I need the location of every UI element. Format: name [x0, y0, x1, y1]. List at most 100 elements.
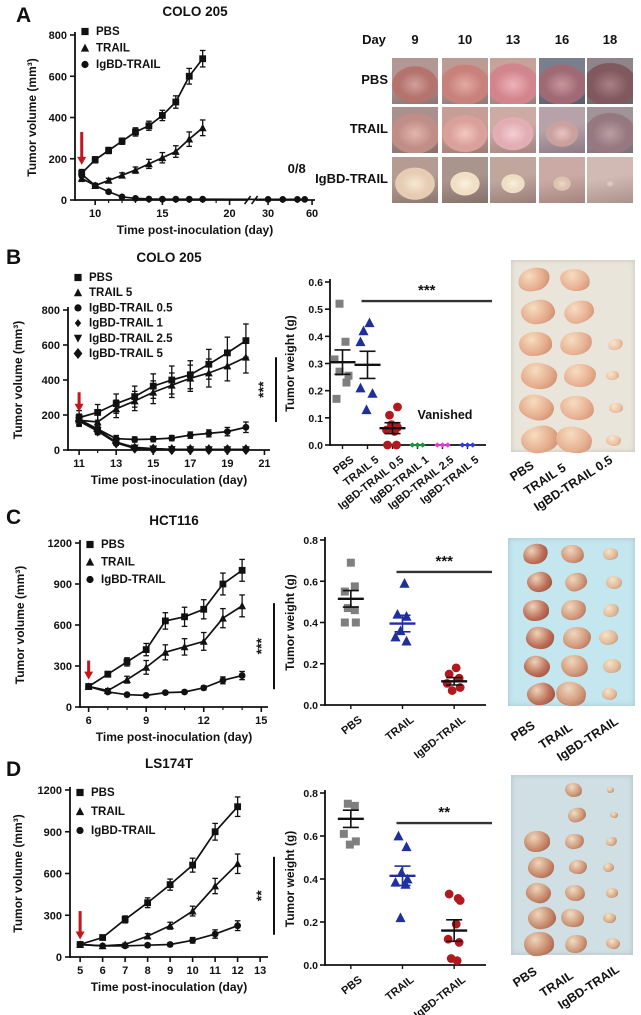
excised-tumor — [604, 433, 622, 447]
svg-text:13: 13 — [110, 458, 122, 470]
svg-text:0: 0 — [54, 445, 60, 457]
photo-background — [511, 775, 633, 957]
excised-tumor — [564, 883, 586, 902]
svg-text:TRAIL: TRAIL — [383, 974, 416, 1004]
photo-column-label: PBS — [508, 718, 538, 744]
svg-text:0: 0 — [61, 195, 67, 207]
svg-text:COLO 205: COLO 205 — [136, 250, 202, 265]
excised-tumor — [526, 904, 558, 932]
tumor-photo-cell — [539, 107, 585, 153]
svg-text:Tumor volume (mm³): Tumor volume (mm³) — [11, 321, 25, 439]
svg-text:**: ** — [253, 890, 269, 901]
excised-tumor — [558, 394, 596, 422]
excised-tumor — [522, 599, 550, 621]
tumor-photo-cell — [392, 157, 438, 203]
excised-tumor — [563, 364, 597, 388]
svg-text:800: 800 — [49, 30, 67, 42]
svg-text:17: 17 — [184, 458, 196, 470]
excised-tumor — [608, 402, 624, 414]
svg-text:0.1: 0.1 — [308, 413, 323, 425]
svg-text:0.8: 0.8 — [303, 788, 318, 800]
svg-text:400: 400 — [42, 375, 60, 387]
svg-text:900: 900 — [44, 827, 62, 839]
excised-tumor — [563, 832, 585, 851]
photo-column-label: PBS — [510, 964, 540, 990]
svg-text:TRAIL: TRAIL — [101, 557, 135, 569]
svg-text:7: 7 — [122, 965, 128, 977]
svg-text:IgBD-TRAIL: IgBD-TRAIL — [91, 825, 156, 837]
excised-tumor — [562, 626, 592, 650]
excised-tumor — [597, 629, 619, 647]
svg-text:Tumor volume (mm³): Tumor volume (mm³) — [25, 58, 39, 176]
panel-d-tumor-volume-chart: 0 300 600 900 1200 5 6 7 8 9 10 11 12 13 LS174T Tumor v… — [11, 756, 275, 994]
tumor-photo-cell — [490, 157, 536, 203]
excised-tumor — [521, 652, 553, 680]
tumor-photo-cell — [442, 107, 488, 153]
excised-tumor — [606, 336, 624, 352]
excised-tumor — [520, 541, 550, 567]
panel-b-tumor-volume-chart: 0 200 400 600 800 11 13 15 17 19 21 COLO 205 Tumor v… — [11, 250, 277, 487]
svg-text:800: 800 — [42, 305, 60, 317]
excised-tumor — [600, 687, 618, 701]
svg-text:0.0: 0.0 — [303, 700, 318, 712]
panel-c-tumor-weight-plot: 0.0 0.2 0.4 0.6 0.8 Tumor weight (g) PBS TRAILI… — [283, 535, 492, 761]
svg-text:Tumor weight (g): Tumor weight (g) — [283, 315, 297, 411]
tumor-photo-cell — [490, 58, 536, 104]
photo-background — [508, 538, 635, 710]
excised-tumor — [604, 835, 618, 847]
svg-text:9: 9 — [143, 715, 149, 727]
svg-text:IgBD-TRAIL 2.5: IgBD-TRAIL 2.5 — [89, 333, 173, 345]
tumor-photo-cell — [442, 58, 488, 104]
svg-text:10: 10 — [187, 965, 199, 977]
day-header-label: Day — [362, 32, 386, 47]
svg-text:6: 6 — [86, 715, 92, 727]
svg-text:200: 200 — [49, 154, 67, 166]
svg-text:PBS: PBS — [96, 26, 120, 38]
excised-tumor — [515, 264, 553, 296]
excised-tumor — [604, 370, 620, 382]
svg-text:Time post-inoculation (day): Time post-inoculation (day) — [91, 980, 247, 994]
svg-text:IgBD-TRAIL 5: IgBD-TRAIL 5 — [89, 348, 164, 360]
excised-tumor — [605, 574, 623, 590]
excised-tumor — [519, 361, 559, 391]
svg-text:HCT116: HCT116 — [149, 513, 199, 528]
svg-text:PBS: PBS — [89, 272, 113, 284]
panel-b-excised-tumor-photo: PBS TRAIL 5 IgBD-TRAIL 0.5 — [505, 258, 641, 514]
excised-tumor — [563, 570, 589, 594]
svg-text:0.8: 0.8 — [303, 535, 318, 547]
excised-tumor — [525, 680, 557, 708]
day-column-label: 10 — [457, 32, 473, 47]
excised-tumor — [609, 811, 619, 820]
excised-tumor — [559, 653, 589, 679]
svg-text:1200: 1200 — [48, 538, 72, 550]
excised-tumor — [523, 931, 555, 957]
svg-text:IgBD-TRAIL: IgBD-TRAIL — [412, 714, 468, 762]
svg-text:11: 11 — [73, 458, 85, 470]
excised-tumor — [525, 570, 553, 594]
svg-text:Tumor weight (g): Tumor weight (g) — [283, 831, 297, 927]
svg-text:PBS: PBS — [339, 714, 364, 737]
svg-text:0.3: 0.3 — [308, 359, 323, 371]
excised-tumor — [516, 391, 556, 425]
excised-tumor — [558, 906, 586, 930]
excised-tumor — [606, 786, 614, 793]
excised-tumor — [553, 423, 595, 457]
svg-text:200: 200 — [42, 410, 60, 422]
svg-text:1200: 1200 — [38, 785, 62, 797]
svg-text:60: 60 — [306, 208, 318, 220]
svg-text:13: 13 — [254, 965, 266, 977]
tumor-photo-cell — [442, 157, 488, 203]
excised-tumor — [602, 547, 618, 561]
svg-text:TRAIL 5: TRAIL 5 — [89, 287, 133, 299]
svg-text:Tumor weight (g): Tumor weight (g) — [283, 574, 297, 670]
tumor-photo-cell — [490, 107, 536, 153]
svg-text:0.4: 0.4 — [303, 618, 318, 630]
panel-b-label: B — [6, 246, 22, 269]
svg-text:Tumor volume (mm³): Tumor volume (mm³) — [11, 814, 25, 932]
tumor-photo-cell — [587, 58, 633, 104]
day-column-label: 9 — [411, 32, 419, 47]
svg-text:IgBD-TRAIL 0.5: IgBD-TRAIL 0.5 — [89, 302, 173, 314]
excised-tumor — [602, 658, 622, 674]
tumor-photo-cell — [539, 157, 585, 203]
